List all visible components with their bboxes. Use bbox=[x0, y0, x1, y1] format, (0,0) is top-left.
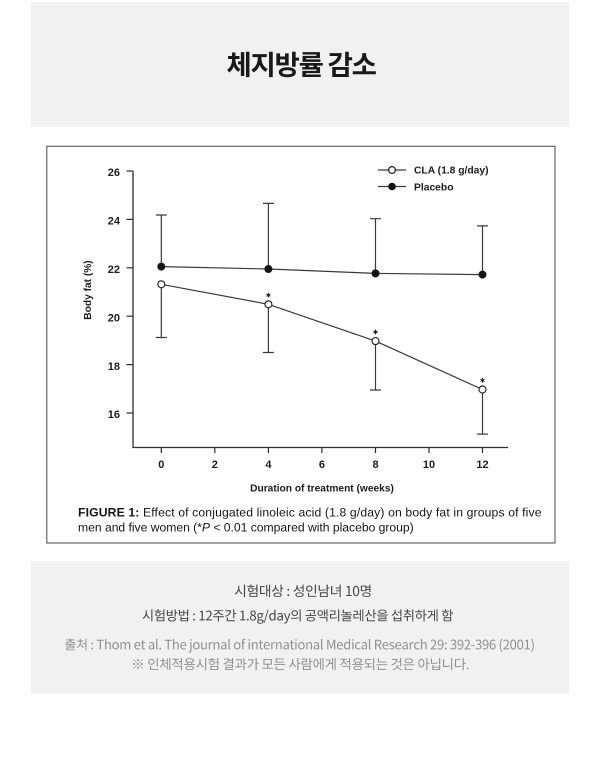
svg-text:4: 4 bbox=[265, 459, 272, 471]
svg-text:10: 10 bbox=[423, 459, 435, 471]
svg-text:16: 16 bbox=[108, 409, 120, 421]
svg-text:22: 22 bbox=[108, 264, 120, 276]
svg-text:26: 26 bbox=[108, 167, 120, 179]
svg-text:8: 8 bbox=[372, 459, 378, 471]
svg-text:6: 6 bbox=[319, 459, 325, 471]
svg-text:Duration of treatment (weeks): Duration of treatment (weeks) bbox=[250, 484, 394, 495]
svg-text:0: 0 bbox=[158, 459, 164, 471]
svg-text:FIGURE 1: Effect of conjugated: FIGURE 1: Effect of conjugated linoleic … bbox=[78, 506, 542, 520]
svg-text:Placebo: Placebo bbox=[414, 182, 454, 193]
svg-text:2: 2 bbox=[212, 459, 218, 471]
svg-text:24: 24 bbox=[108, 216, 121, 228]
svg-text:20: 20 bbox=[108, 312, 120, 324]
svg-text:Body fat (%): Body fat (%) bbox=[83, 260, 94, 319]
svg-text:12: 12 bbox=[476, 459, 488, 471]
svg-text:men and five women (*P < 0.01: men and five women (*P < 0.01 compared w… bbox=[78, 521, 414, 535]
svg-text:CLA (1.8 g/day): CLA (1.8 g/day) bbox=[414, 166, 489, 177]
svg-text:18: 18 bbox=[108, 361, 120, 373]
